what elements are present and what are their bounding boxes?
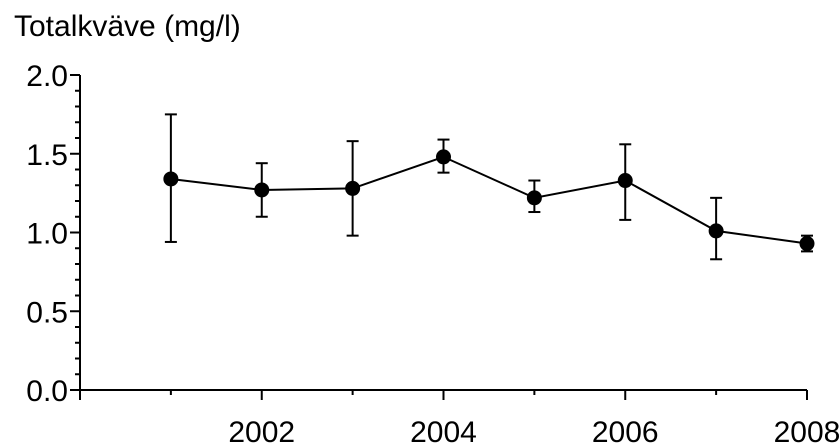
data-markers xyxy=(163,149,815,252)
axes: 0.0 0.5 1.0 1.5 2.0 2002 2004 2006 2008 xyxy=(26,60,839,448)
data-point xyxy=(163,171,179,187)
data-point xyxy=(617,173,633,189)
data-point xyxy=(526,190,542,206)
y-tick-label: 1.0 xyxy=(26,218,68,251)
data-point xyxy=(436,149,451,165)
y-tick-label: 2.0 xyxy=(26,60,68,93)
series-line xyxy=(170,155,808,245)
data-point xyxy=(708,223,724,239)
series-polyline xyxy=(170,155,808,245)
data-point xyxy=(254,182,270,198)
y-tick-label: 0.0 xyxy=(26,375,68,408)
data-point xyxy=(345,180,361,196)
data-point xyxy=(799,236,815,252)
chart-title: Totalkväve (mg/l) xyxy=(14,10,241,43)
x-tick-label: 2006 xyxy=(592,416,659,448)
x-tick-label: 2004 xyxy=(410,416,477,448)
y-tick-label: 1.5 xyxy=(26,139,68,172)
x-tick-label: 2008 xyxy=(774,416,839,448)
x-tick-label: 2002 xyxy=(228,416,295,448)
y-tick-label: 0.5 xyxy=(26,296,68,329)
